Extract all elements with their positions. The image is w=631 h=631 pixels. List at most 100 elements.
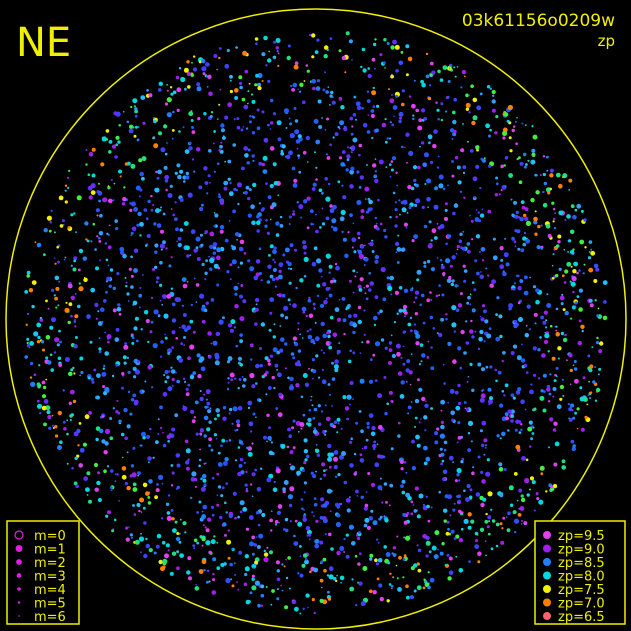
star (130, 334, 134, 338)
star (43, 253, 46, 257)
star (97, 190, 103, 196)
star (36, 399, 40, 403)
star (303, 481, 307, 485)
star (273, 386, 276, 390)
star (276, 510, 282, 515)
star (395, 564, 398, 567)
star (520, 399, 525, 405)
star (133, 134, 137, 138)
star (94, 302, 99, 307)
star (95, 266, 99, 271)
star (294, 61, 299, 65)
star (408, 95, 412, 98)
star (153, 222, 157, 226)
star (561, 465, 566, 470)
star (391, 123, 395, 127)
star (303, 80, 306, 82)
star (438, 174, 444, 180)
star (241, 97, 246, 102)
star (121, 386, 124, 390)
star (415, 434, 420, 440)
star (196, 86, 202, 92)
star (118, 312, 122, 316)
magnitude-legend-box (6, 520, 80, 625)
star (288, 215, 292, 219)
star (308, 533, 312, 537)
star (454, 479, 458, 483)
star (462, 230, 465, 233)
star (518, 420, 522, 424)
star (562, 308, 566, 312)
magnitude-label: m=4 (34, 583, 66, 598)
star (327, 456, 333, 462)
star (353, 96, 356, 99)
star (222, 416, 227, 421)
star (516, 117, 518, 119)
star (426, 504, 430, 509)
star (432, 327, 436, 330)
star (234, 232, 240, 237)
star (255, 272, 260, 277)
star (504, 412, 509, 417)
star (208, 420, 212, 424)
star (144, 380, 147, 383)
star (219, 224, 225, 230)
star (268, 426, 271, 430)
star (152, 268, 155, 271)
star (101, 136, 107, 142)
star (434, 186, 439, 191)
star (204, 278, 207, 281)
star (562, 394, 565, 397)
star (237, 471, 242, 477)
star (216, 472, 220, 476)
star (384, 235, 388, 239)
star (386, 599, 390, 603)
star (438, 294, 441, 297)
star (505, 262, 510, 267)
star (467, 448, 471, 452)
star (278, 262, 284, 267)
star (503, 112, 509, 117)
star (324, 433, 327, 436)
star (174, 171, 178, 175)
star (307, 334, 313, 340)
star (228, 514, 233, 519)
star (85, 163, 88, 166)
star (560, 302, 564, 306)
star (379, 596, 384, 602)
star (29, 341, 34, 346)
star (96, 373, 101, 378)
star (314, 448, 320, 453)
star (486, 85, 491, 89)
star (239, 333, 243, 337)
star (521, 520, 523, 522)
star (332, 576, 337, 581)
star (596, 390, 598, 393)
star (452, 119, 457, 125)
star (383, 228, 387, 233)
star (217, 451, 221, 455)
star (208, 444, 212, 447)
star (414, 296, 418, 300)
star (230, 79, 232, 82)
star (418, 363, 421, 366)
star (276, 350, 281, 355)
star (74, 292, 77, 295)
star (495, 544, 499, 548)
star (128, 128, 134, 134)
star (421, 82, 426, 88)
star (401, 89, 405, 93)
star (428, 220, 432, 224)
star (508, 173, 513, 178)
star (398, 111, 404, 117)
star (447, 576, 452, 581)
star (142, 390, 145, 393)
star (602, 280, 608, 285)
star (501, 390, 505, 393)
star (539, 395, 545, 401)
star (371, 250, 375, 253)
star (310, 471, 314, 475)
star (140, 551, 142, 554)
star (363, 523, 368, 528)
star (191, 126, 194, 129)
